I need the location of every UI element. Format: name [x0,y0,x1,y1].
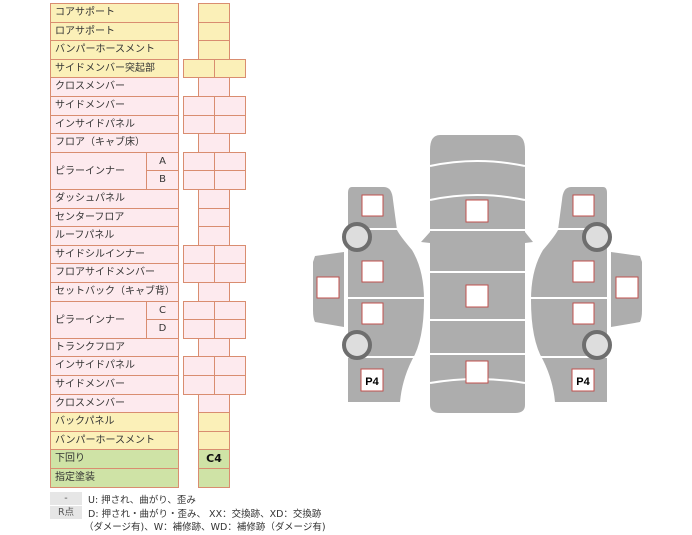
wheel-icon [582,330,612,360]
row-label: ピラーインナー [50,300,147,339]
value-cell[interactable] [214,319,246,339]
inspection-box [465,284,489,308]
row-label: 指定塗装 [50,468,179,488]
inspection-box [316,276,340,299]
value-cell[interactable] [214,263,246,283]
inspection-box [571,368,595,392]
value-cell[interactable] [214,375,246,395]
inspection-box [361,260,384,283]
wheel-icon [342,222,372,252]
inspection-box [465,199,489,223]
legend-key: - [50,492,82,505]
inspection-box [360,368,384,392]
right-car-body [531,187,607,402]
legend-text: U: 押され、曲がり、歪み [88,495,196,506]
right-rear-mark: P4 [576,376,590,388]
value-cell[interactable] [214,170,246,190]
legend-key: R点 [50,506,82,519]
value-cell[interactable]: C4 [198,449,230,469]
row-label: ピラーインナー [50,151,147,190]
legend-text: D: 押され・曲がり・歪み、 XX：交換跡、XD：交換跡 [88,509,322,520]
left-rear-mark: P4 [365,376,379,388]
inspection-box [615,276,639,299]
inspection-box [572,260,595,283]
inspection-box [572,194,595,217]
inspection-box [572,302,595,325]
wheel-icon [342,330,372,360]
inspection-box [465,360,489,384]
center-car-body [421,135,533,413]
inspection-box [361,302,384,325]
value-cell[interactable] [198,468,230,488]
wheel-icon [582,222,612,252]
legend-text: （ダメージ有)、W：補修跡、WD：補修跡（ダメージ有) [84,522,326,533]
value-cell[interactable] [214,58,246,79]
inspection-box [361,194,384,217]
value-cell[interactable] [214,114,246,135]
left-car-body [348,187,424,402]
